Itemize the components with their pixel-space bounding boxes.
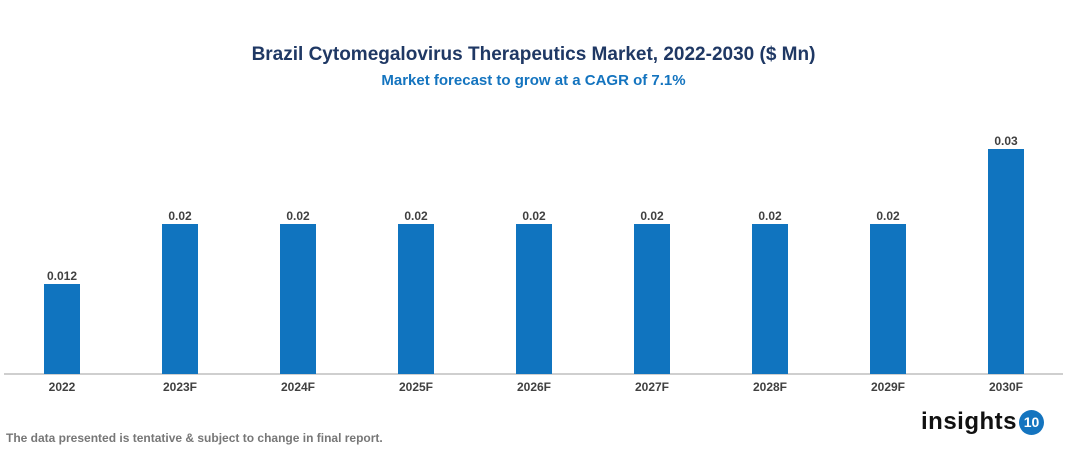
bar-2028F [752, 224, 788, 374]
data-label: 0.02 [404, 209, 428, 223]
data-label: 0.012 [47, 269, 77, 283]
bar-2027F [634, 224, 670, 374]
data-label: 0.02 [168, 209, 192, 223]
x-tick-label: 2024F [281, 380, 315, 394]
data-label: 0.02 [758, 209, 782, 223]
data-label: 0.02 [640, 209, 664, 223]
insights10-logo: insights 10 [921, 408, 1045, 436]
bar-2026F [516, 224, 552, 374]
x-tick-label: 2029F [871, 380, 905, 394]
x-tick-label: 2023F [163, 380, 197, 394]
x-tick-label: 2028F [753, 380, 787, 394]
data-label: 0.02 [876, 209, 900, 223]
x-tick-label: 2026F [517, 380, 551, 394]
x-tick-label: 2025F [399, 380, 433, 394]
data-label: 0.02 [286, 209, 310, 223]
x-tick-label: 2030F [989, 380, 1023, 394]
logo-text: insights [921, 408, 1018, 435]
x-tick-label: 2022 [49, 380, 76, 394]
bar-2025F [398, 224, 434, 374]
data-label: 0.03 [994, 134, 1018, 148]
chart-subtitle: Market forecast to grow at a CAGR of 7.1… [381, 72, 686, 89]
bar-2023F [162, 224, 198, 374]
bar-2024F [280, 224, 316, 374]
bar-2022 [44, 284, 80, 374]
chart-title: Brazil Cytomegalovirus Therapeutics Mark… [251, 44, 816, 65]
bar-2029F [870, 224, 906, 374]
x-tick-label: 2027F [635, 380, 669, 394]
data-label: 0.02 [522, 209, 546, 223]
bar-2030F [988, 149, 1024, 374]
logo-badge: 10 [1019, 409, 1045, 435]
disclaimer-text: The data presented is tentative & subjec… [6, 431, 383, 445]
